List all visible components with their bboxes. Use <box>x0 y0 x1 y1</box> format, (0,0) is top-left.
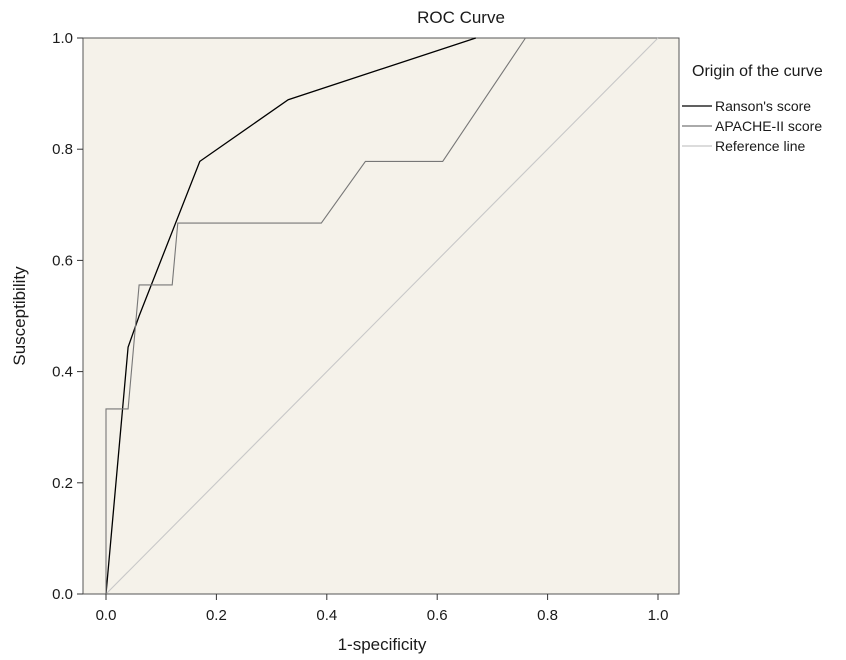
x-axis-title: 1-specificity <box>338 635 427 654</box>
series-line-ranson-s-score <box>105 37 477 595</box>
x-tick-label-2: 0.4 <box>316 607 337 624</box>
series-layer <box>105 37 526 595</box>
legend-label-reference-line: Reference line <box>715 138 805 154</box>
x-tick-label-3: 0.6 <box>427 607 448 624</box>
y-tick-label-3: 0.6 <box>52 252 73 269</box>
y-tick-label-2: 0.4 <box>52 364 73 381</box>
series-line-reference-line <box>105 37 659 595</box>
x-tick-label-4: 0.8 <box>537 607 558 624</box>
legend: Ranson's score APACHE-II score Reference l… <box>682 98 822 154</box>
axis-layer: 0.0 0.2 0.4 0.6 0.8 1.0 0.0 0.2 0.4 0.6 0.8 1.0 <box>52 30 668 624</box>
x-tick-label-0: 0.0 <box>96 607 117 624</box>
legend-label-apache-ii-score: APACHE-II score <box>715 118 822 134</box>
reference-layer <box>105 37 659 595</box>
y-tick-label-4: 0.8 <box>52 141 73 158</box>
y-tick-label-5: 1.0 <box>52 30 73 47</box>
y-tick-label-1: 0.2 <box>52 475 73 492</box>
series-line-apache-ii-score <box>105 37 526 594</box>
x-tick-label-5: 1.0 <box>648 607 669 624</box>
legend-label-ranson-s-score: Ranson's score <box>715 98 811 114</box>
y-tick-label-0: 0.0 <box>52 586 73 603</box>
legend-title: Origin of the curve <box>692 63 823 80</box>
y-axis-title: Susceptibility <box>10 266 29 366</box>
chart-title: ROC Curve <box>417 8 505 27</box>
x-tick-label-1: 0.2 <box>206 607 227 624</box>
plot-area <box>82 37 680 595</box>
